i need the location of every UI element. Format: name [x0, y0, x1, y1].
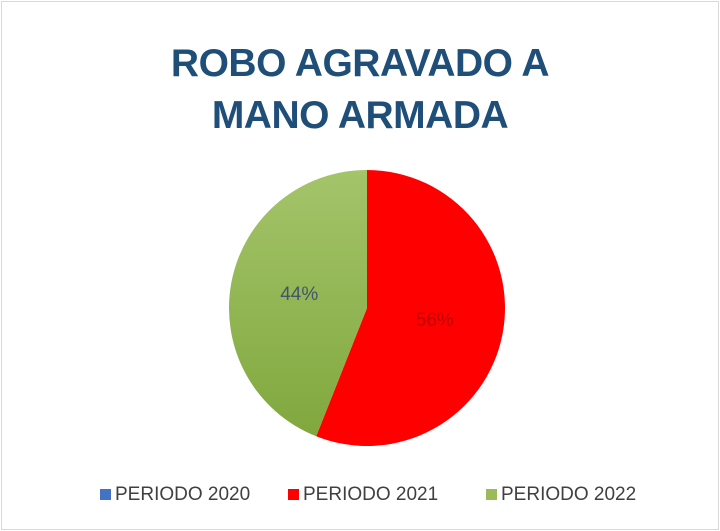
slice-label: 44%: [280, 284, 318, 305]
legend-swatch: [100, 489, 111, 500]
legend-label: PERIODO 2021: [303, 484, 438, 505]
legend-swatch: [486, 489, 497, 500]
slice-label: 56%: [416, 310, 454, 331]
chart-title: ROBO AGRAVADO A MANO ARMADA: [170, 42, 550, 137]
legend-label: PERIODO 2022: [501, 484, 636, 505]
legend-label: PERIODO 2020: [115, 484, 250, 505]
pie-slice: [316, 170, 506, 446]
pie-slice: [229, 170, 367, 437]
legend-swatch: [288, 489, 299, 500]
